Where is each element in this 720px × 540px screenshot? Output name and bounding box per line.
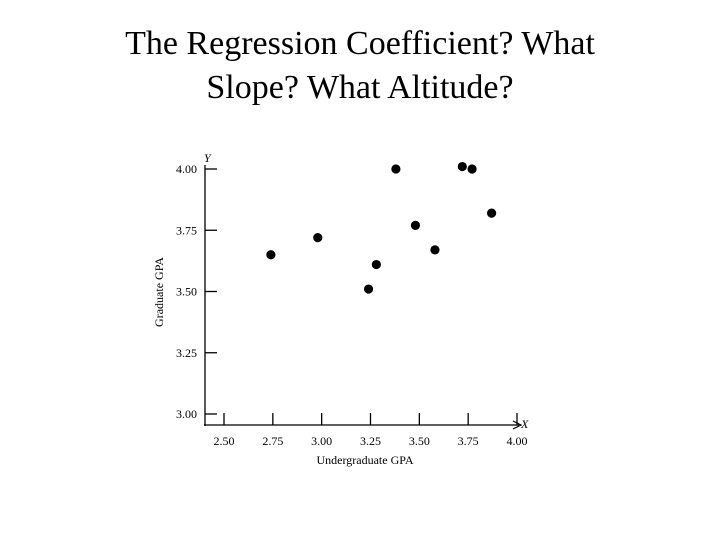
title-line-1: The Regression Coefficient? What (125, 25, 595, 62)
x-tick-label: 3.00 (311, 434, 332, 448)
x-axis-ticks: 2.50 2.75 3.00 3.25 3.50 3.75 4.00 (214, 413, 528, 448)
x-tick-label: 3.25 (360, 434, 381, 448)
data-point (410, 220, 421, 230)
data-points (266, 161, 497, 294)
data-point (363, 284, 374, 294)
x-tick-label: 2.50 (214, 434, 235, 448)
x-axis-letter: X (520, 417, 529, 431)
y-tick-label: 3.00 (176, 407, 197, 421)
x-axis-arrow (512, 420, 523, 430)
y-tick-label: 3.75 (176, 223, 197, 237)
data-point (430, 245, 440, 255)
y-axis-letter: Y (204, 151, 212, 165)
y-axis-label: Graduate GPA (152, 257, 166, 327)
y-axis-ticks: 3.00 3.25 3.50 3.75 4.00 (176, 162, 217, 421)
data-point (457, 161, 467, 172)
axes (204, 165, 523, 430)
data-point (371, 259, 381, 270)
y-tick-label: 3.25 (176, 346, 197, 360)
x-tick-label: 2.75 (262, 434, 283, 448)
y-tick-label: 3.50 (176, 285, 197, 299)
data-point (313, 233, 323, 243)
slide-title: The Regression Coefficient? What Slope? … (40, 22, 680, 110)
x-axis-label: Undergraduate GPA (317, 453, 414, 467)
data-point (467, 164, 477, 174)
x-tick-label: 3.75 (458, 434, 479, 448)
data-point (266, 250, 276, 260)
x-tick-label: 4.00 (507, 434, 528, 448)
data-point (487, 208, 497, 218)
y-tick-label: 4.00 (176, 162, 197, 176)
x-tick-label: 3.50 (409, 434, 430, 448)
title-line-2: Slope? What Altitude? (206, 69, 514, 106)
data-point (391, 164, 401, 174)
